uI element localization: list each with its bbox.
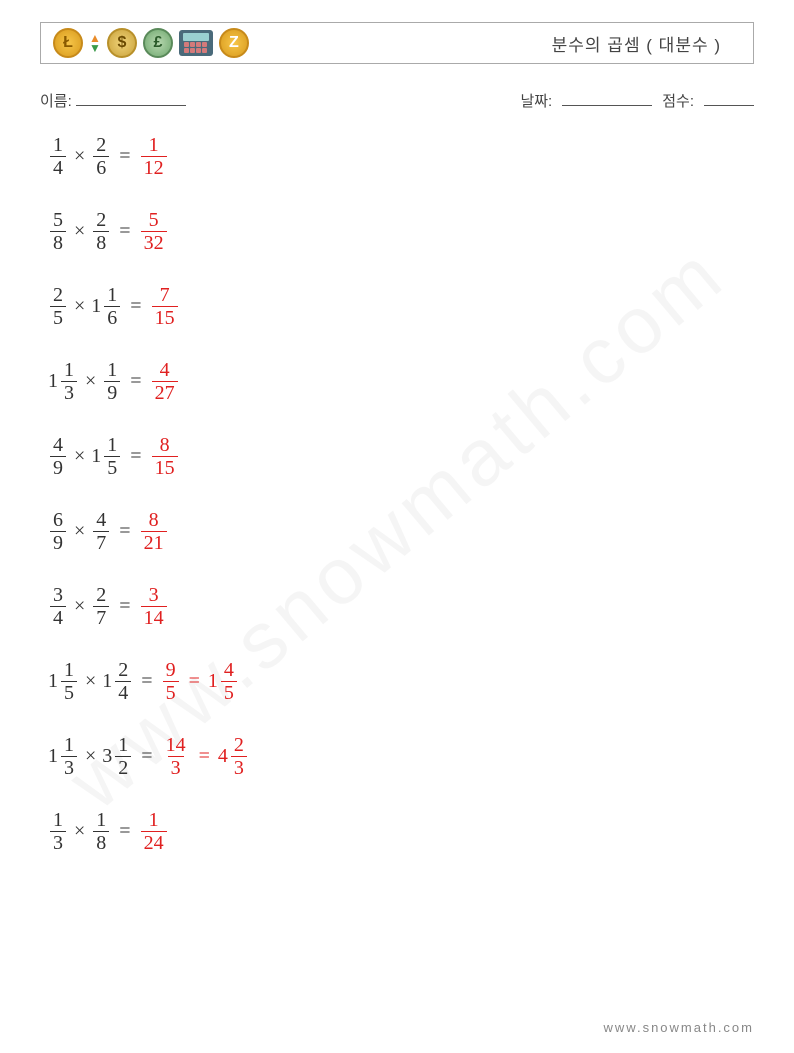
times-operator: ×: [74, 820, 85, 843]
equals-sign: =: [199, 745, 210, 768]
updown-arrows-icon: ▲▼: [89, 33, 101, 53]
name-blank: [76, 90, 186, 106]
answer-fraction: 124: [139, 810, 169, 853]
date-score-fields: 날짜: 점수:: [520, 90, 754, 111]
times-operator: ×: [85, 370, 96, 393]
equals-sign: =: [141, 670, 152, 693]
coin-z-icon: Z: [219, 28, 249, 58]
equals-sign: =: [119, 220, 130, 243]
answer-fraction: 314: [139, 585, 169, 628]
equals-sign: =: [141, 745, 152, 768]
worksheet-page: www.snowmath.com Ł ▲▼ $ £ Z 분수의 곱셈 ( 대분수…: [0, 0, 794, 1053]
footer-text: www.snowmath.com: [604, 1020, 754, 1035]
coin-pound-icon: £: [143, 28, 173, 58]
problem-row: 113×19=427: [48, 360, 249, 403]
problem-row: 14×26=112: [48, 135, 249, 178]
name-label: 이름:: [40, 90, 72, 111]
equals-sign: =: [130, 445, 141, 468]
coin-litecoin-icon: Ł: [53, 28, 83, 58]
times-operator: ×: [74, 520, 85, 543]
times-operator: ×: [74, 295, 85, 318]
problems-list: 14×26=11258×28=53225×116=715113×19=42749…: [48, 135, 249, 853]
problem-row: 115×124=95=145: [48, 660, 249, 703]
equals-sign: =: [119, 820, 130, 843]
problem-row: 58×28=532: [48, 210, 249, 253]
times-operator: ×: [74, 595, 85, 618]
problem-row: 113×312=143=423: [48, 735, 249, 778]
answer-fraction: 532: [139, 210, 169, 253]
equals-sign: =: [130, 370, 141, 393]
worksheet-title: 분수의 곱셈 ( 대분수 ): [552, 31, 721, 56]
answer-fraction: 815: [150, 435, 180, 478]
times-operator: ×: [74, 445, 85, 468]
name-field: 이름:: [40, 90, 186, 111]
answer-fraction: 143: [161, 735, 191, 778]
score-label: 점수:: [662, 90, 694, 111]
answer-fraction: 821: [139, 510, 169, 553]
answer-fraction: 95: [161, 660, 181, 703]
times-operator: ×: [74, 145, 85, 168]
calculator-icon: [179, 30, 213, 56]
problem-row: 69×47=821: [48, 510, 249, 553]
times-operator: ×: [85, 670, 96, 693]
problem-row: 49×115=815: [48, 435, 249, 478]
score-blank: [704, 90, 754, 106]
answer-fraction: 423: [218, 735, 249, 778]
answer-fraction: 427: [150, 360, 180, 403]
answer-fraction: 715: [150, 285, 180, 328]
header-icons: Ł ▲▼ $ £ Z: [53, 28, 249, 58]
times-operator: ×: [85, 745, 96, 768]
header-box: Ł ▲▼ $ £ Z 분수의 곱셈 ( 대분수 ): [40, 22, 754, 64]
problem-row: 34×27=314: [48, 585, 249, 628]
equals-sign: =: [189, 670, 200, 693]
equals-sign: =: [130, 295, 141, 318]
equals-sign: =: [119, 520, 130, 543]
answer-fraction: 112: [139, 135, 169, 178]
equals-sign: =: [119, 595, 130, 618]
answer-fraction: 145: [208, 660, 239, 703]
problem-row: 25×116=715: [48, 285, 249, 328]
times-operator: ×: [74, 220, 85, 243]
date-label: 날짜:: [520, 90, 552, 111]
coin-dollar-icon: $: [107, 28, 137, 58]
equals-sign: =: [119, 145, 130, 168]
problem-row: 13×18=124: [48, 810, 249, 853]
info-row: 이름: 날짜: 점수:: [40, 90, 754, 111]
date-blank: [562, 90, 652, 106]
